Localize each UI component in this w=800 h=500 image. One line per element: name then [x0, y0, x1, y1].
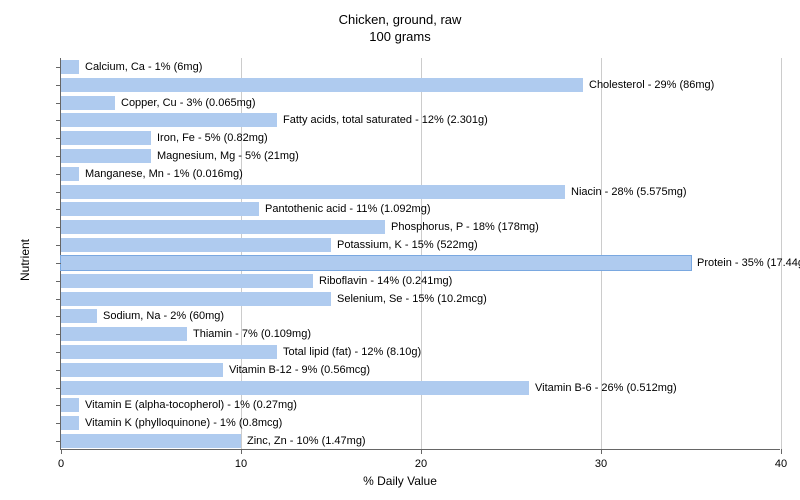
- y-tick: [56, 209, 61, 210]
- nutrient-bar-label: Cholesterol - 29% (86mg): [585, 78, 714, 92]
- y-tick: [56, 316, 61, 317]
- title-line-2: 100 grams: [0, 29, 800, 46]
- y-tick: [56, 67, 61, 68]
- x-tick: [781, 449, 782, 454]
- y-tick: [56, 245, 61, 246]
- chart-title: Chicken, ground, raw 100 grams: [0, 0, 800, 46]
- nutrient-bar: [61, 434, 241, 448]
- x-tick-label: 30: [595, 458, 607, 470]
- y-tick: [56, 103, 61, 104]
- nutrient-bar-label: Protein - 35% (17.44g): [693, 256, 800, 270]
- y-tick: [56, 192, 61, 193]
- y-tick: [56, 441, 61, 442]
- y-tick: [56, 352, 61, 353]
- nutrient-bar-label: Phosphorus, P - 18% (178mg): [387, 220, 539, 234]
- nutrient-bar-label: Copper, Cu - 3% (0.065mg): [117, 96, 256, 110]
- nutrient-bar-label: Potassium, K - 15% (522mg): [333, 238, 478, 252]
- x-tick-label: 20: [415, 458, 427, 470]
- nutrient-bar-label: Manganese, Mn - 1% (0.016mg): [81, 167, 243, 181]
- y-tick: [56, 405, 61, 406]
- y-axis-label: Nutrient: [18, 239, 32, 281]
- nutrient-bar: [61, 149, 151, 163]
- x-axis-label: % Daily Value: [363, 474, 437, 488]
- y-tick: [56, 138, 61, 139]
- x-tick-label: 10: [235, 458, 247, 470]
- gridline: [781, 58, 782, 449]
- x-tick: [61, 449, 62, 454]
- y-tick: [56, 388, 61, 389]
- nutrient-bar: [61, 309, 97, 323]
- nutrient-bar: [61, 327, 187, 341]
- x-tick: [421, 449, 422, 454]
- nutrient-bar: [61, 345, 277, 359]
- y-tick: [56, 174, 61, 175]
- y-tick: [56, 334, 61, 335]
- nutrient-bar-label: Selenium, Se - 15% (10.2mcg): [333, 292, 487, 306]
- nutrient-bar-label: Magnesium, Mg - 5% (21mg): [153, 149, 299, 163]
- nutrient-bar-label: Fatty acids, total saturated - 12% (2.30…: [279, 113, 488, 127]
- nutrient-bar: [61, 220, 385, 234]
- nutrient-chart: Chicken, ground, raw 100 grams Nutrient …: [0, 0, 800, 500]
- nutrient-bar: [61, 398, 79, 412]
- nutrient-bar: [61, 381, 529, 395]
- nutrient-bar: [61, 363, 223, 377]
- plot-area: 010203040Calcium, Ca - 1% (6mg)Cholester…: [60, 58, 780, 450]
- nutrient-bar: [61, 60, 79, 74]
- y-tick: [56, 423, 61, 424]
- nutrient-bar-label: Vitamin K (phylloquinone) - 1% (0.8mcg): [81, 416, 282, 430]
- nutrient-bar: [61, 292, 331, 306]
- nutrient-bar: [61, 96, 115, 110]
- nutrient-bar-label: Calcium, Ca - 1% (6mg): [81, 60, 202, 74]
- nutrient-bar-label: Zinc, Zn - 10% (1.47mg): [243, 434, 366, 448]
- nutrient-bar: [61, 78, 583, 92]
- nutrient-bar-label: Niacin - 28% (5.575mg): [567, 185, 687, 199]
- nutrient-bar: [61, 113, 277, 127]
- nutrient-bar: [61, 238, 331, 252]
- x-tick: [601, 449, 602, 454]
- nutrient-bar-label: Riboflavin - 14% (0.241mg): [315, 274, 452, 288]
- y-tick: [56, 299, 61, 300]
- x-tick: [241, 449, 242, 454]
- y-tick: [56, 85, 61, 86]
- nutrient-bar-label: Pantothenic acid - 11% (1.092mg): [261, 202, 431, 216]
- nutrient-bar-label: Iron, Fe - 5% (0.82mg): [153, 131, 268, 145]
- title-line-1: Chicken, ground, raw: [0, 12, 800, 29]
- x-tick-label: 40: [775, 458, 787, 470]
- y-tick: [56, 120, 61, 121]
- y-tick: [56, 263, 61, 264]
- nutrient-bar: [61, 185, 565, 199]
- nutrient-bar-label: Vitamin B-6 - 26% (0.512mg): [531, 381, 677, 395]
- y-tick: [56, 370, 61, 371]
- y-tick: [56, 281, 61, 282]
- nutrient-bar: [61, 202, 259, 216]
- nutrient-bar-label: Vitamin E (alpha-tocopherol) - 1% (0.27m…: [81, 398, 297, 412]
- y-tick: [56, 227, 61, 228]
- nutrient-bar-label: Thiamin - 7% (0.109mg): [189, 327, 311, 341]
- nutrient-bar-label: Sodium, Na - 2% (60mg): [99, 309, 224, 323]
- x-tick-label: 0: [58, 458, 64, 470]
- nutrient-bar-label: Total lipid (fat) - 12% (8.10g): [279, 345, 421, 359]
- nutrient-bar: [61, 256, 691, 270]
- nutrient-bar: [61, 167, 79, 181]
- nutrient-bar: [61, 274, 313, 288]
- nutrient-bar: [61, 416, 79, 430]
- nutrient-bar-label: Vitamin B-12 - 9% (0.56mcg): [225, 363, 370, 377]
- y-tick: [56, 156, 61, 157]
- nutrient-bar: [61, 131, 151, 145]
